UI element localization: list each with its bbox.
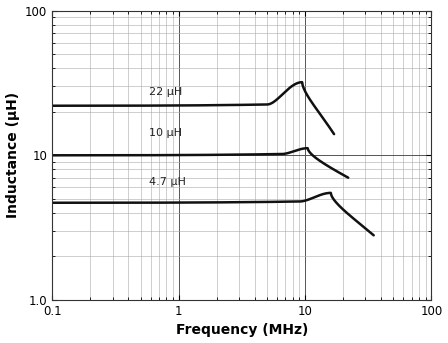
X-axis label: Frequency (MHz): Frequency (MHz) xyxy=(176,323,308,338)
Text: 22 μH: 22 μH xyxy=(149,87,182,97)
Y-axis label: Inductance (μH): Inductance (μH) xyxy=(5,92,20,218)
Text: 4.7 μH: 4.7 μH xyxy=(149,177,185,187)
Text: 10 μH: 10 μH xyxy=(149,128,182,139)
